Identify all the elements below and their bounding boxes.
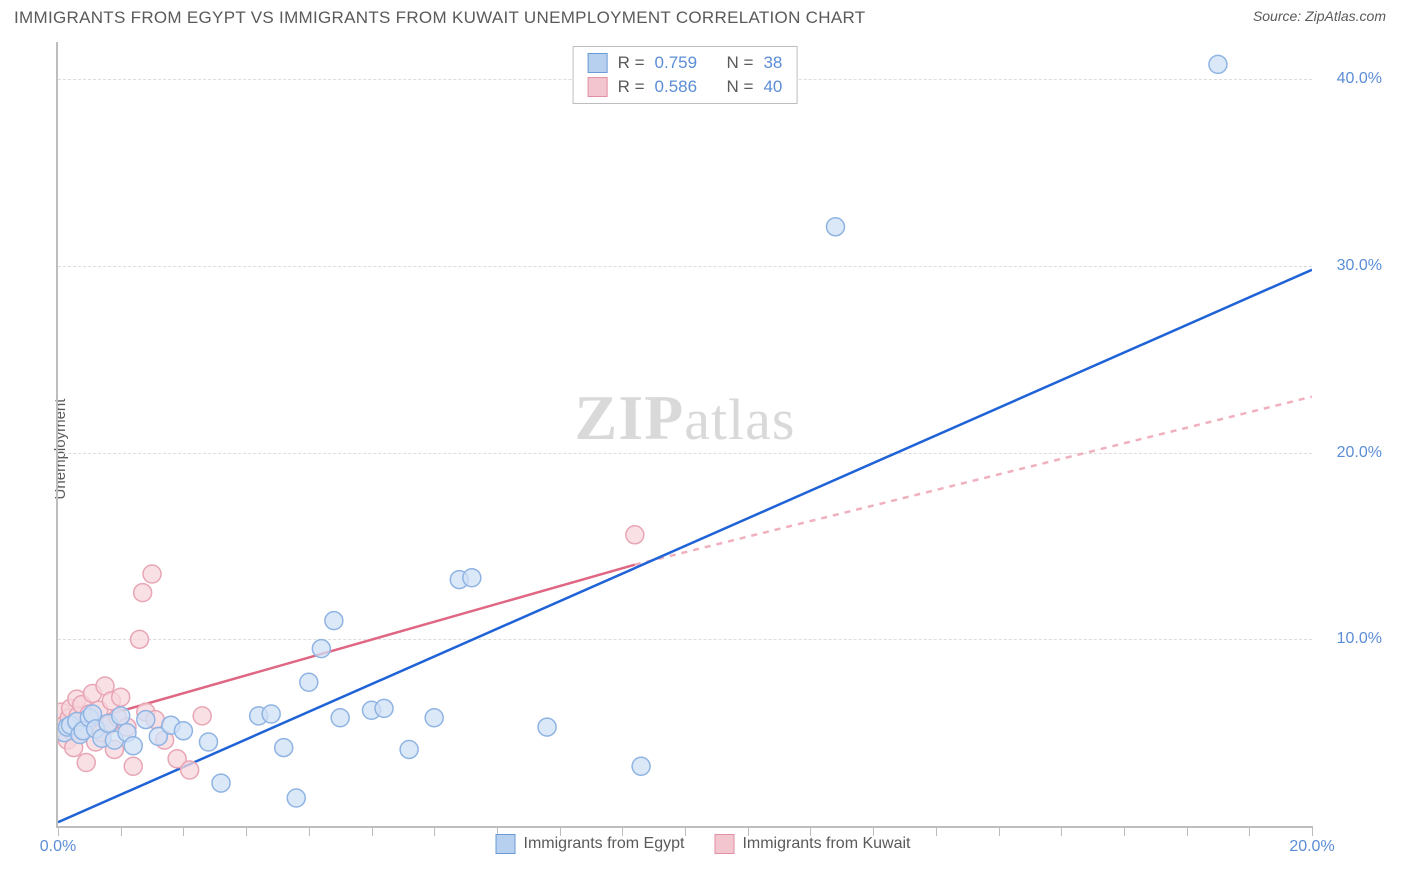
data-point [134, 584, 152, 602]
data-point [325, 612, 343, 630]
source-prefix: Source: [1253, 8, 1305, 24]
data-point [212, 774, 230, 792]
data-point [262, 705, 280, 723]
x-tick [1061, 826, 1062, 836]
data-point [193, 707, 211, 725]
source-name: ZipAtlas.com [1305, 8, 1386, 24]
data-point [275, 739, 293, 757]
x-tick [309, 826, 310, 836]
data-point [124, 737, 142, 755]
data-point [538, 718, 556, 736]
legend-label-egypt: Immigrants from Egypt [524, 835, 685, 853]
x-tick [1312, 826, 1313, 836]
data-point [131, 630, 149, 648]
legend-row-kuwait: R = 0.586 N = 40 [588, 75, 783, 99]
n-label: N = [727, 53, 754, 73]
x-tick [1187, 826, 1188, 836]
y-tick-label: 30.0% [1322, 257, 1382, 275]
data-point [112, 707, 130, 725]
swatch-kuwait-bottom [714, 834, 734, 854]
swatch-kuwait [588, 77, 608, 97]
data-point [137, 711, 155, 729]
r-value-kuwait: 0.586 [655, 77, 698, 97]
legend-row-egypt: R = 0.759 N = 38 [588, 51, 783, 75]
legend-item-kuwait: Immigrants from Kuwait [714, 834, 910, 854]
x-tick [434, 826, 435, 836]
data-point [626, 526, 644, 544]
x-tick-label: 20.0% [1289, 838, 1334, 856]
x-tick [999, 826, 1000, 836]
data-point [1209, 55, 1227, 73]
legend-label-kuwait: Immigrants from Kuwait [742, 835, 910, 853]
data-point [199, 733, 217, 751]
data-point [181, 761, 199, 779]
n-value-egypt: 38 [763, 53, 782, 73]
x-tick [246, 826, 247, 836]
y-tick-label: 40.0% [1322, 70, 1382, 88]
data-point [331, 709, 349, 727]
x-tick-label: 0.0% [40, 838, 76, 856]
r-label: R = [618, 53, 645, 73]
data-point [463, 569, 481, 587]
series-legend: Immigrants from Egypt Immigrants from Ku… [496, 834, 911, 854]
r-label: R = [618, 77, 645, 97]
x-tick [936, 826, 937, 836]
data-point [287, 789, 305, 807]
data-point [312, 640, 330, 658]
x-tick [183, 826, 184, 836]
x-tick [1124, 826, 1125, 836]
source-attribution: Source: ZipAtlas.com [1253, 8, 1386, 24]
legend-item-egypt: Immigrants from Egypt [496, 834, 685, 854]
swatch-egypt [588, 53, 608, 73]
data-point [77, 754, 95, 772]
chart-title: IMMIGRANTS FROM EGYPT VS IMMIGRANTS FROM… [14, 8, 865, 28]
data-point [300, 673, 318, 691]
x-tick [1249, 826, 1250, 836]
x-tick [121, 826, 122, 836]
data-point [400, 740, 418, 758]
r-value-egypt: 0.759 [655, 53, 698, 73]
data-point [632, 757, 650, 775]
data-point [425, 709, 443, 727]
y-tick-label: 20.0% [1322, 444, 1382, 462]
data-point [143, 565, 161, 583]
y-tick-label: 10.0% [1322, 630, 1382, 648]
correlation-legend: R = 0.759 N = 38 R = 0.586 N = 40 [573, 46, 798, 104]
chart-container: Unemployment ZIPatlas R = 0.759 N = 38 R… [14, 42, 1392, 856]
data-point [375, 699, 393, 717]
x-tick [58, 826, 59, 836]
data-point [826, 218, 844, 236]
data-point [124, 757, 142, 775]
plot-area: ZIPatlas R = 0.759 N = 38 R = 0.586 N = … [56, 42, 1312, 828]
data-point [174, 722, 192, 740]
swatch-egypt-bottom [496, 834, 516, 854]
n-value-kuwait: 40 [763, 77, 782, 97]
scatter-svg [58, 42, 1312, 826]
data-point [112, 688, 130, 706]
x-tick [372, 826, 373, 836]
n-label: N = [727, 77, 754, 97]
